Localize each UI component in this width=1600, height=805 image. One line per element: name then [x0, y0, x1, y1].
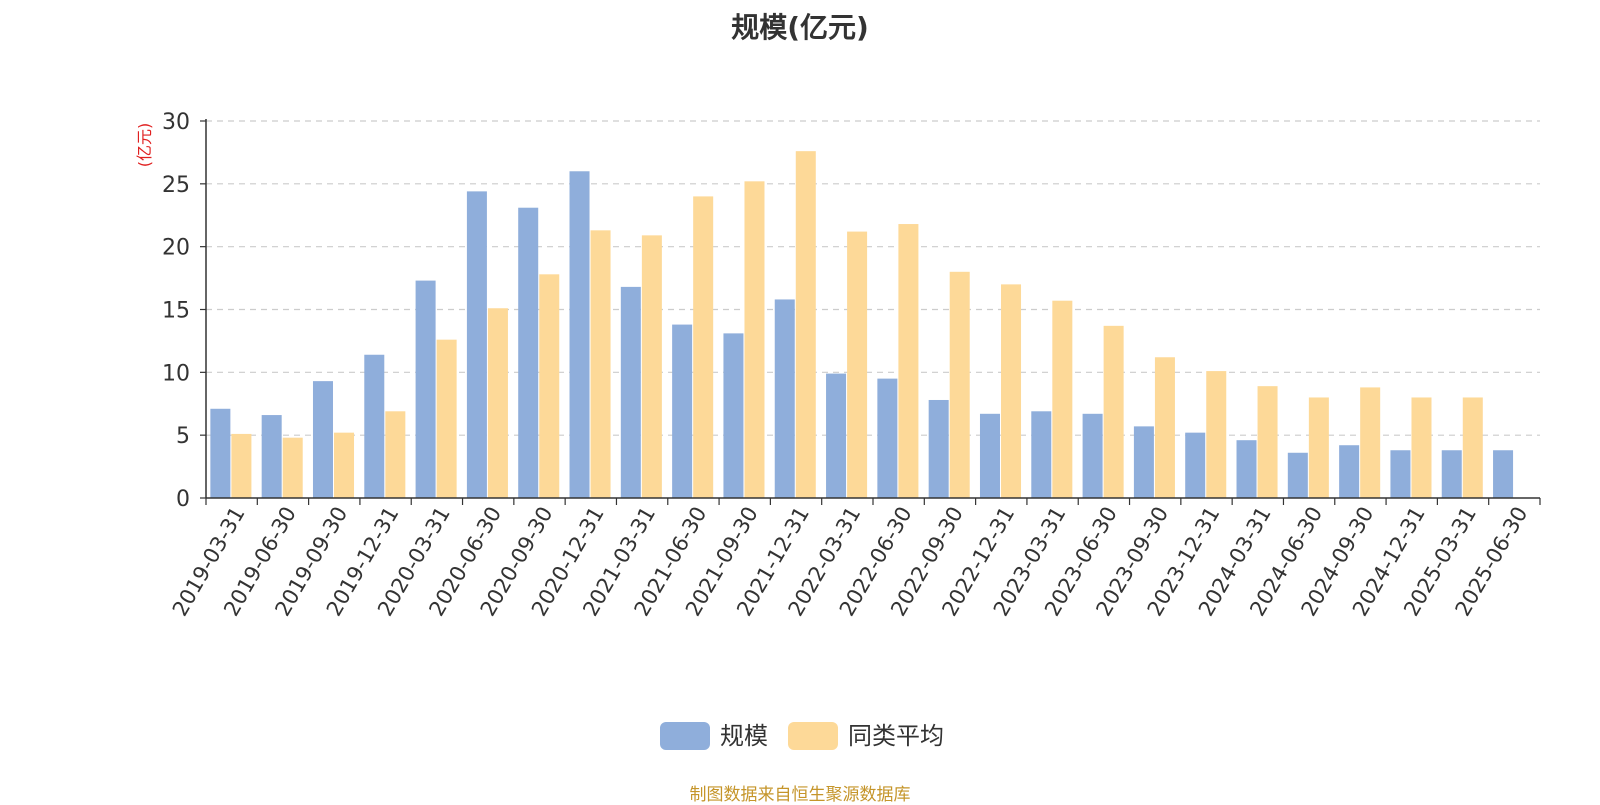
- bar-peer-average[interactable]: [641, 235, 662, 498]
- bar-peer-average[interactable]: [949, 271, 970, 498]
- bar-peer-average[interactable]: [1206, 371, 1227, 498]
- bar-scale[interactable]: [466, 191, 487, 498]
- bar-peer-average[interactable]: [744, 181, 765, 498]
- bar-scale[interactable]: [620, 286, 641, 498]
- bar-scale[interactable]: [1185, 432, 1206, 498]
- bar-scale[interactable]: [672, 324, 693, 498]
- bar-peer-average[interactable]: [1462, 397, 1483, 498]
- bars: [210, 151, 1514, 498]
- bar-peer-average[interactable]: [282, 437, 303, 498]
- bar-scale[interactable]: [1133, 426, 1154, 498]
- y-tick-label: 10: [162, 361, 190, 386]
- bar-peer-average[interactable]: [436, 339, 457, 498]
- bar-peer-average[interactable]: [334, 432, 355, 498]
- gridlines: [206, 120, 1540, 436]
- source-note: 制图数据来自恒生聚源数据库: [689, 785, 911, 805]
- y-tick-label: 15: [162, 299, 190, 324]
- bar-scale[interactable]: [826, 373, 847, 498]
- bar-peer-average[interactable]: [231, 433, 252, 498]
- bar-peer-average[interactable]: [1103, 325, 1124, 498]
- bar-scale[interactable]: [928, 399, 949, 498]
- bar-peer-average[interactable]: [385, 411, 406, 498]
- bar-peer-average[interactable]: [1360, 387, 1381, 498]
- bar-scale[interactable]: [723, 333, 744, 498]
- y-tick-label: 30: [162, 110, 190, 135]
- legend-label[interactable]: 同类平均: [848, 722, 944, 750]
- chart-title: 规模(亿元): [731, 11, 869, 44]
- bar-peer-average[interactable]: [847, 231, 868, 498]
- bar-peer-average[interactable]: [1052, 300, 1073, 498]
- bar-scale[interactable]: [518, 207, 539, 498]
- bar-peer-average[interactable]: [539, 274, 560, 498]
- bar-peer-average[interactable]: [795, 151, 816, 498]
- y-tick-label: 25: [162, 173, 190, 198]
- bar-peer-average[interactable]: [1154, 357, 1175, 498]
- bar-scale[interactable]: [261, 415, 282, 498]
- bar-scale[interactable]: [312, 381, 333, 498]
- bar-scale[interactable]: [210, 408, 231, 498]
- y-tick-label: 20: [162, 236, 190, 261]
- y-tick-label: 0: [176, 487, 190, 512]
- bar-scale[interactable]: [1441, 450, 1462, 498]
- bar-scale[interactable]: [1236, 440, 1257, 498]
- y-tick-label: 5: [176, 424, 190, 449]
- bar-scale[interactable]: [1031, 411, 1052, 498]
- bar-peer-average[interactable]: [898, 224, 919, 498]
- legend[interactable]: 规模 同类平均: [660, 722, 944, 750]
- bar-peer-average[interactable]: [1001, 284, 1022, 498]
- legend-swatch[interactable]: [660, 722, 710, 750]
- bar-scale[interactable]: [569, 171, 590, 498]
- bar-scale[interactable]: [415, 280, 436, 498]
- bar-peer-average[interactable]: [1411, 397, 1432, 498]
- bar-peer-average[interactable]: [1257, 386, 1278, 498]
- bar-peer-average[interactable]: [487, 308, 508, 498]
- bar-peer-average[interactable]: [693, 196, 714, 498]
- bar-peer-average[interactable]: [590, 230, 611, 498]
- bar-scale[interactable]: [364, 354, 385, 498]
- bar-scale[interactable]: [877, 378, 898, 498]
- legend-label[interactable]: 规模: [720, 722, 768, 750]
- bar-peer-average[interactable]: [1308, 397, 1329, 498]
- bar-scale[interactable]: [774, 299, 795, 498]
- bar-scale[interactable]: [1287, 452, 1308, 498]
- bar-scale[interactable]: [979, 413, 1000, 498]
- bar-scale[interactable]: [1339, 445, 1360, 498]
- bar-scale[interactable]: [1493, 450, 1514, 498]
- legend-swatch[interactable]: [788, 722, 838, 750]
- bar-scale[interactable]: [1082, 413, 1103, 498]
- y-axis-label: (亿元): [135, 123, 154, 168]
- bar-scale[interactable]: [1390, 450, 1411, 498]
